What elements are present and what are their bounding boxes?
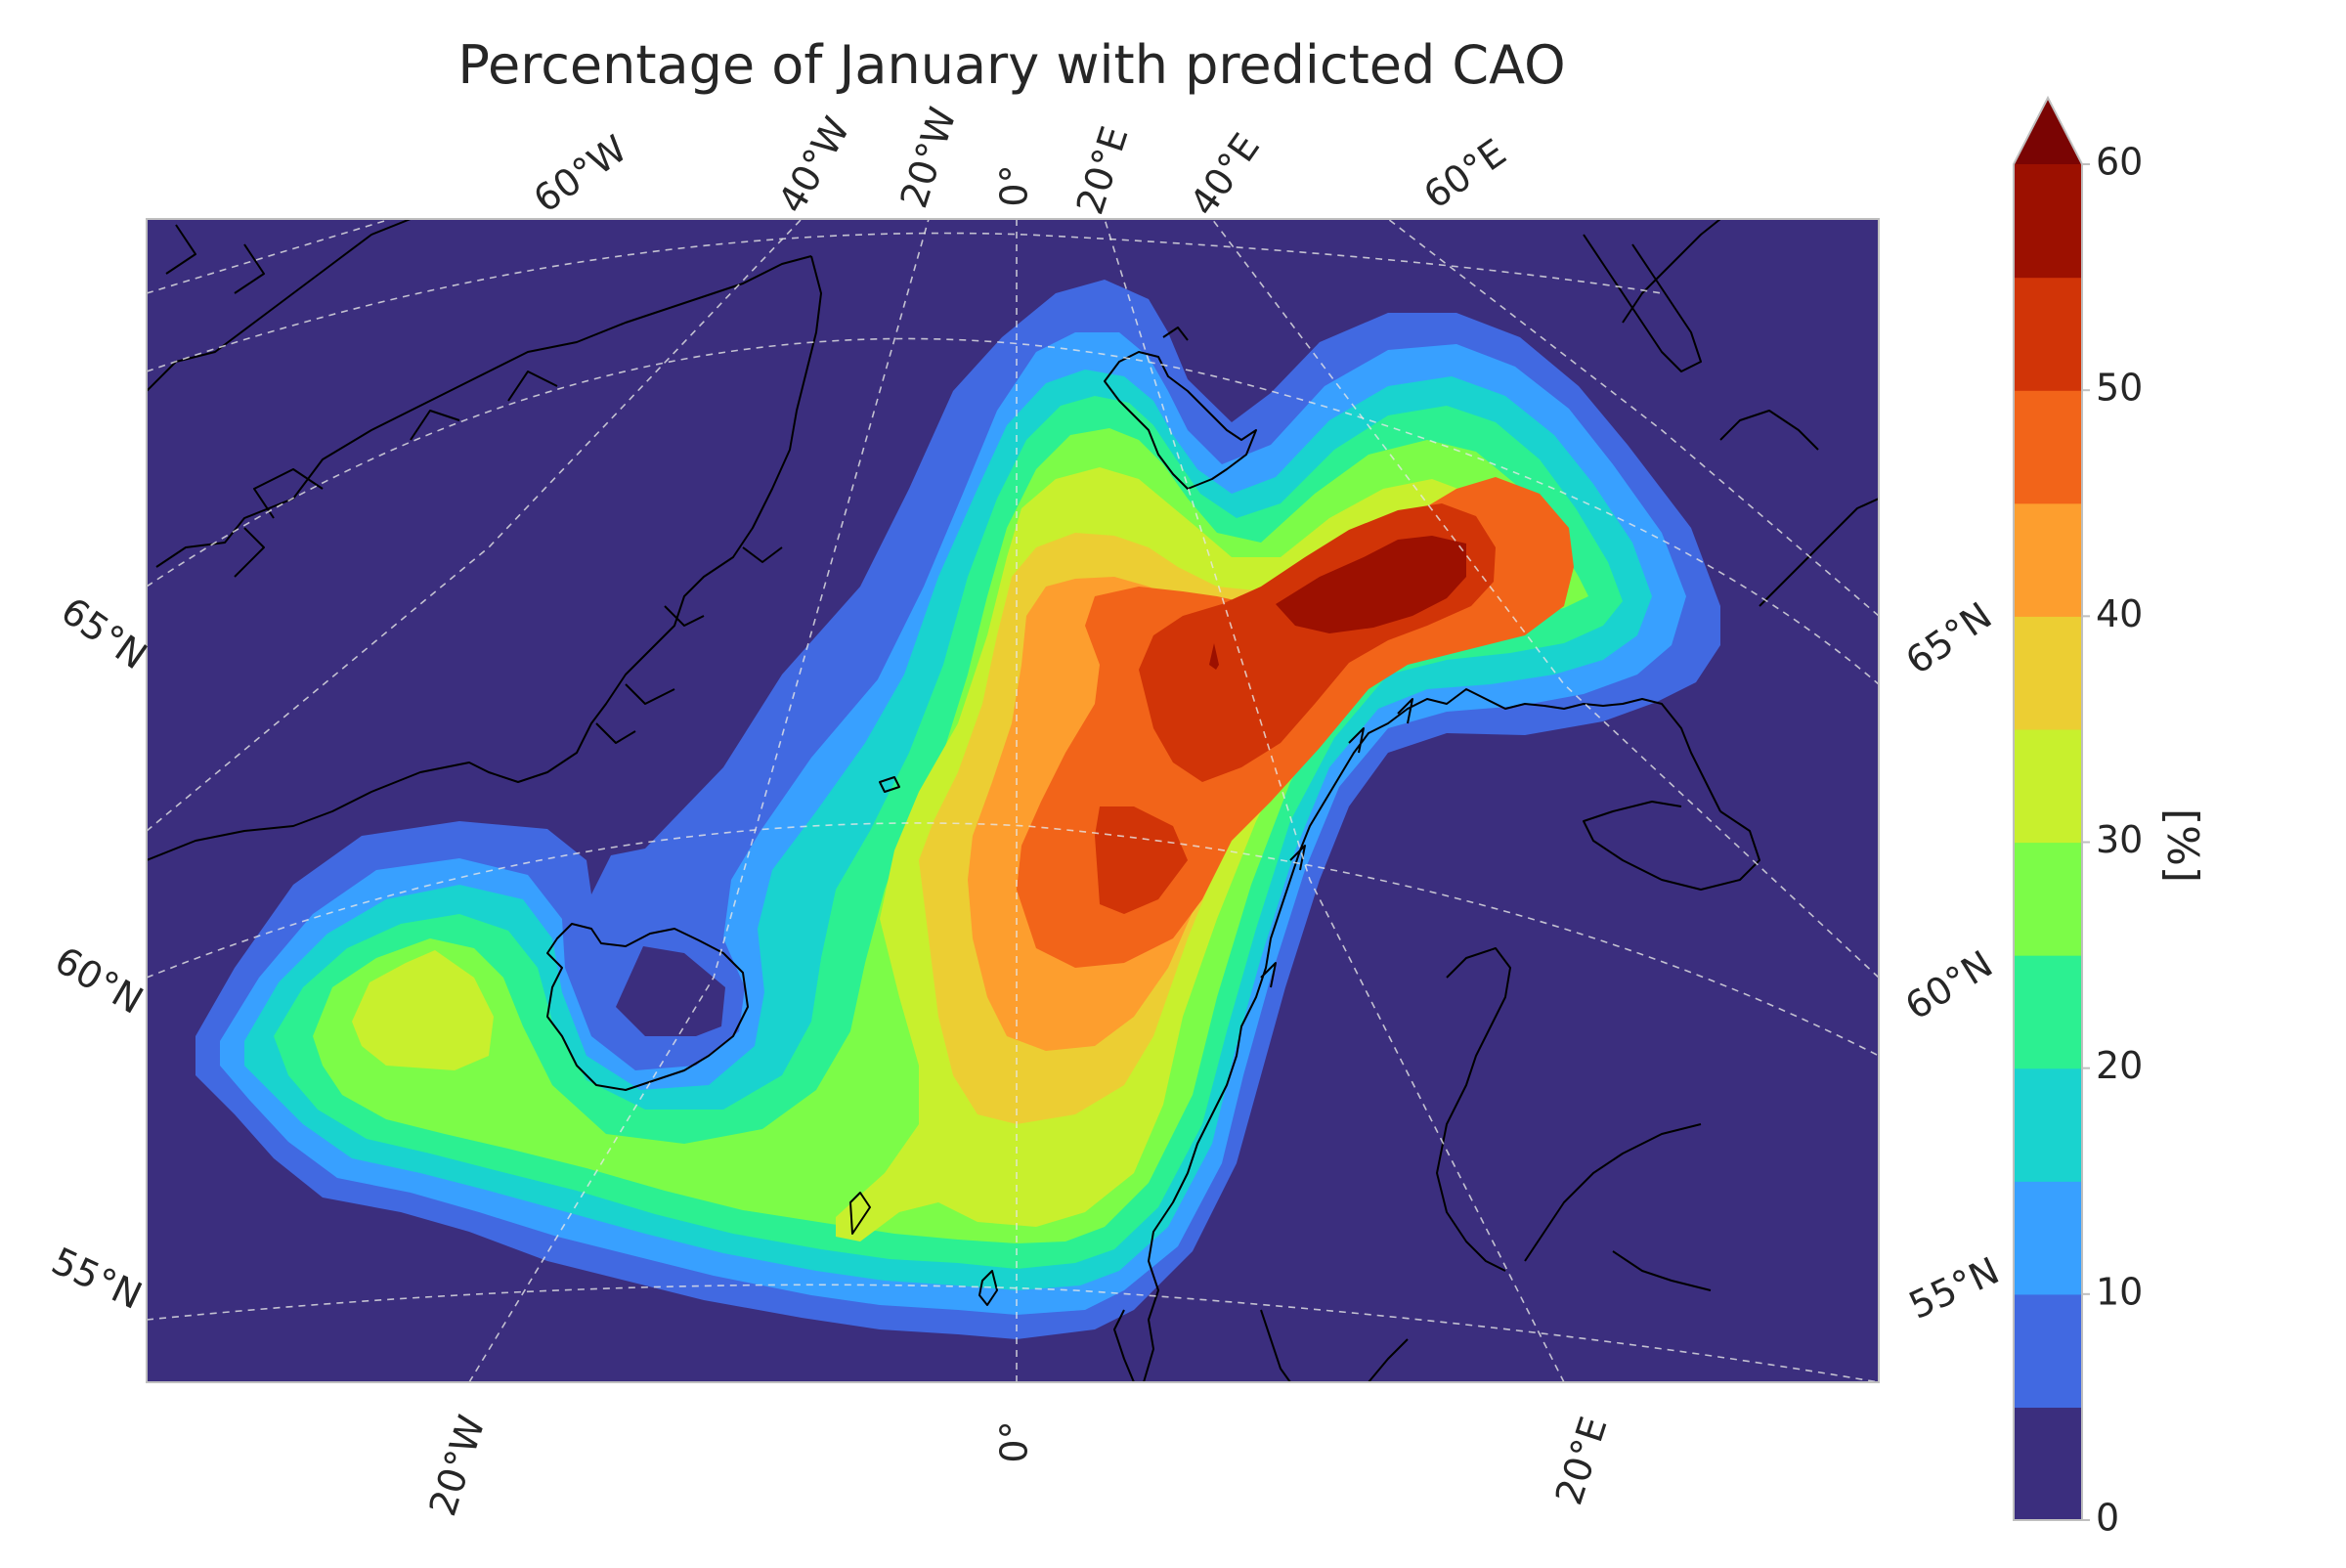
colorbar-band <box>2014 728 2082 844</box>
colorbar-band <box>2014 1067 2082 1182</box>
lat-tick-right-label: 60°N <box>1897 942 2000 1028</box>
coast-greenland-east <box>147 255 822 861</box>
graticule-lon-20w <box>468 219 930 1382</box>
coast-iceland <box>546 923 749 1091</box>
cao-contours <box>196 280 1720 1339</box>
coast-baltic-sweden <box>1436 947 1712 1291</box>
coast-norway <box>1143 688 1721 1382</box>
coast-svalbard <box>1104 327 1257 490</box>
graticule-lat-60 <box>147 822 1879 1057</box>
lon-tick-top-label: 20°W <box>891 103 964 213</box>
graticule-lat-65 <box>147 337 1879 685</box>
graticule-lon-40e <box>1211 219 1879 979</box>
coast-russia-arctic <box>1583 219 1879 891</box>
contour-level-50 <box>1095 806 1188 914</box>
lon-tick-bottom-label: 0° <box>993 1420 1036 1462</box>
colorbar-tick-label: 10 <box>2096 1270 2143 1313</box>
colorbar-band <box>2014 1181 2082 1295</box>
lon-tick-top-label: 40°E <box>1182 126 1268 224</box>
coastlines <box>147 219 1879 1382</box>
graticule-lat-55 <box>147 1284 1879 1382</box>
coast-jan-mayen <box>879 776 900 793</box>
chart-title: Percentage of January with predicted CAO <box>457 34 1565 96</box>
colorbar-band <box>2014 164 2082 279</box>
lon-tick-top-label: 0° <box>993 164 1036 206</box>
colorbar-tick-label: 30 <box>2096 818 2143 861</box>
map-panel <box>146 218 1880 1383</box>
gridlines <box>147 219 1879 1382</box>
map-frame <box>146 218 1880 1383</box>
colorbar-frame <box>2013 95 2083 1521</box>
colorbar-extend-arrow <box>2014 98 2082 164</box>
lon-tick-bottom-label: 20°E <box>1547 1412 1616 1509</box>
colorbar-tick-label: 40 <box>2096 592 2143 635</box>
lon-tick-bottom-label: 20°W <box>420 1411 493 1521</box>
lon-tick-top-label: 20°E <box>1068 121 1137 219</box>
lat-tick-left-label: 60°N <box>48 938 151 1023</box>
lon-tick-top-label: 40°W <box>770 109 859 220</box>
colorbar-label: [%] <box>2157 808 2207 883</box>
lat-tick-right-label: 55°N <box>1902 1249 2005 1328</box>
contour-level-55-spot <box>1209 643 1219 670</box>
graticule-lon-60e <box>1387 219 1879 617</box>
colorbar-band <box>2014 1407 2082 1521</box>
coast-faroe <box>849 1192 871 1235</box>
colorbar: 0 10 20 30 40 50 60 [%] <box>2013 95 2207 1540</box>
coast-baffin <box>147 219 412 392</box>
colorbar-tick-label: 20 <box>2096 1044 2143 1087</box>
contour-hole-iceland <box>616 946 725 1036</box>
colorbar-tick-label: 60 <box>2096 141 2143 184</box>
lon-tick-top-label: 60°E <box>1416 131 1514 217</box>
colorbar-band <box>2014 390 2082 504</box>
colorbar-band <box>2014 1293 2082 1409</box>
lat-tick-left-label: 55°N <box>45 1240 148 1318</box>
colorbar-band <box>2014 955 2082 1069</box>
coast-shetland <box>978 1270 998 1306</box>
colorbar-band <box>2014 502 2082 617</box>
graticule-lat-70 <box>147 232 1663 372</box>
contour-level-55 <box>1276 536 1466 633</box>
lon-tick-top-label: 60°W <box>526 127 634 221</box>
graticule-lon-60w <box>147 219 392 294</box>
colorbar-band <box>2014 616 2082 730</box>
lat-tick-left-label: 65°N <box>54 588 155 677</box>
contour-level-30 <box>352 950 494 1070</box>
colorbar-band <box>2014 277 2082 391</box>
coast-novaya-zemlya <box>1583 234 1702 372</box>
coast-continental-europe <box>1113 1309 1409 1382</box>
colorbar-tick-label: 50 <box>2096 367 2143 410</box>
graticule-lon-20e <box>1104 219 1565 1382</box>
lat-tick-right-label: 65°N <box>1898 593 2000 682</box>
coast-greenland <box>155 255 812 578</box>
colorbar-tick-label: 0 <box>2096 1497 2119 1540</box>
colorbar-band <box>2014 842 2082 956</box>
